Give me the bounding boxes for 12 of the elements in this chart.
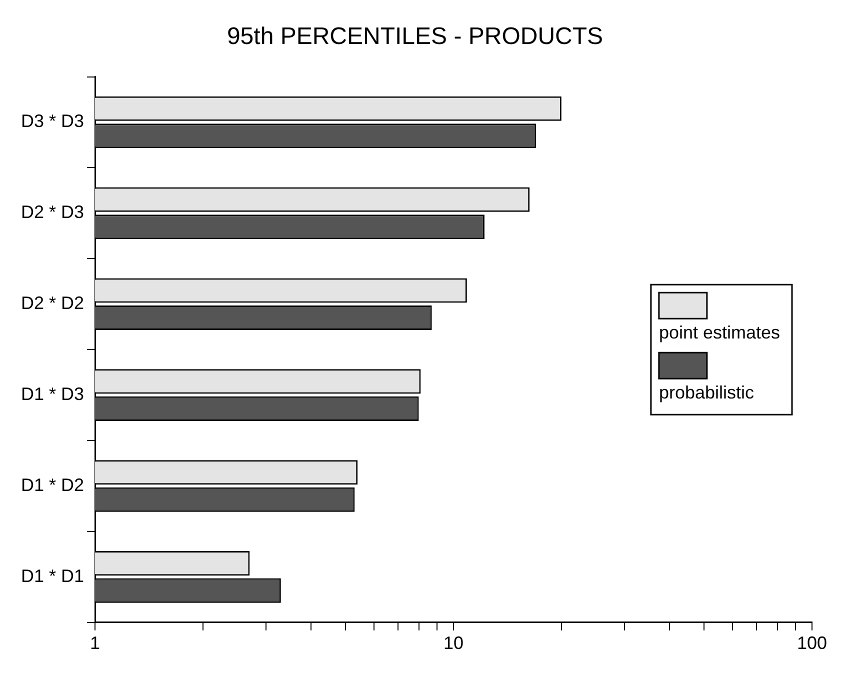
legend-label: probabilistic	[658, 382, 754, 403]
y-tick-label: D1 * D3	[20, 384, 84, 404]
x-tick-label: 100	[796, 633, 828, 654]
x-tick-label: 10	[444, 633, 464, 654]
legend-label: point estimates	[658, 322, 780, 343]
chart-title: 95th PERCENTILES - PRODUCTS	[226, 23, 604, 50]
x-tick-label: 1	[90, 633, 100, 654]
y-tick-label: D3 * D3	[20, 111, 84, 132]
y-tick-label: D1 * D2	[20, 474, 84, 495]
y-tick-label: D2 * D2	[20, 293, 84, 314]
y-tick-label: D1 * D1	[20, 566, 84, 586]
y-tick-label: D2 * D3	[20, 202, 84, 222]
